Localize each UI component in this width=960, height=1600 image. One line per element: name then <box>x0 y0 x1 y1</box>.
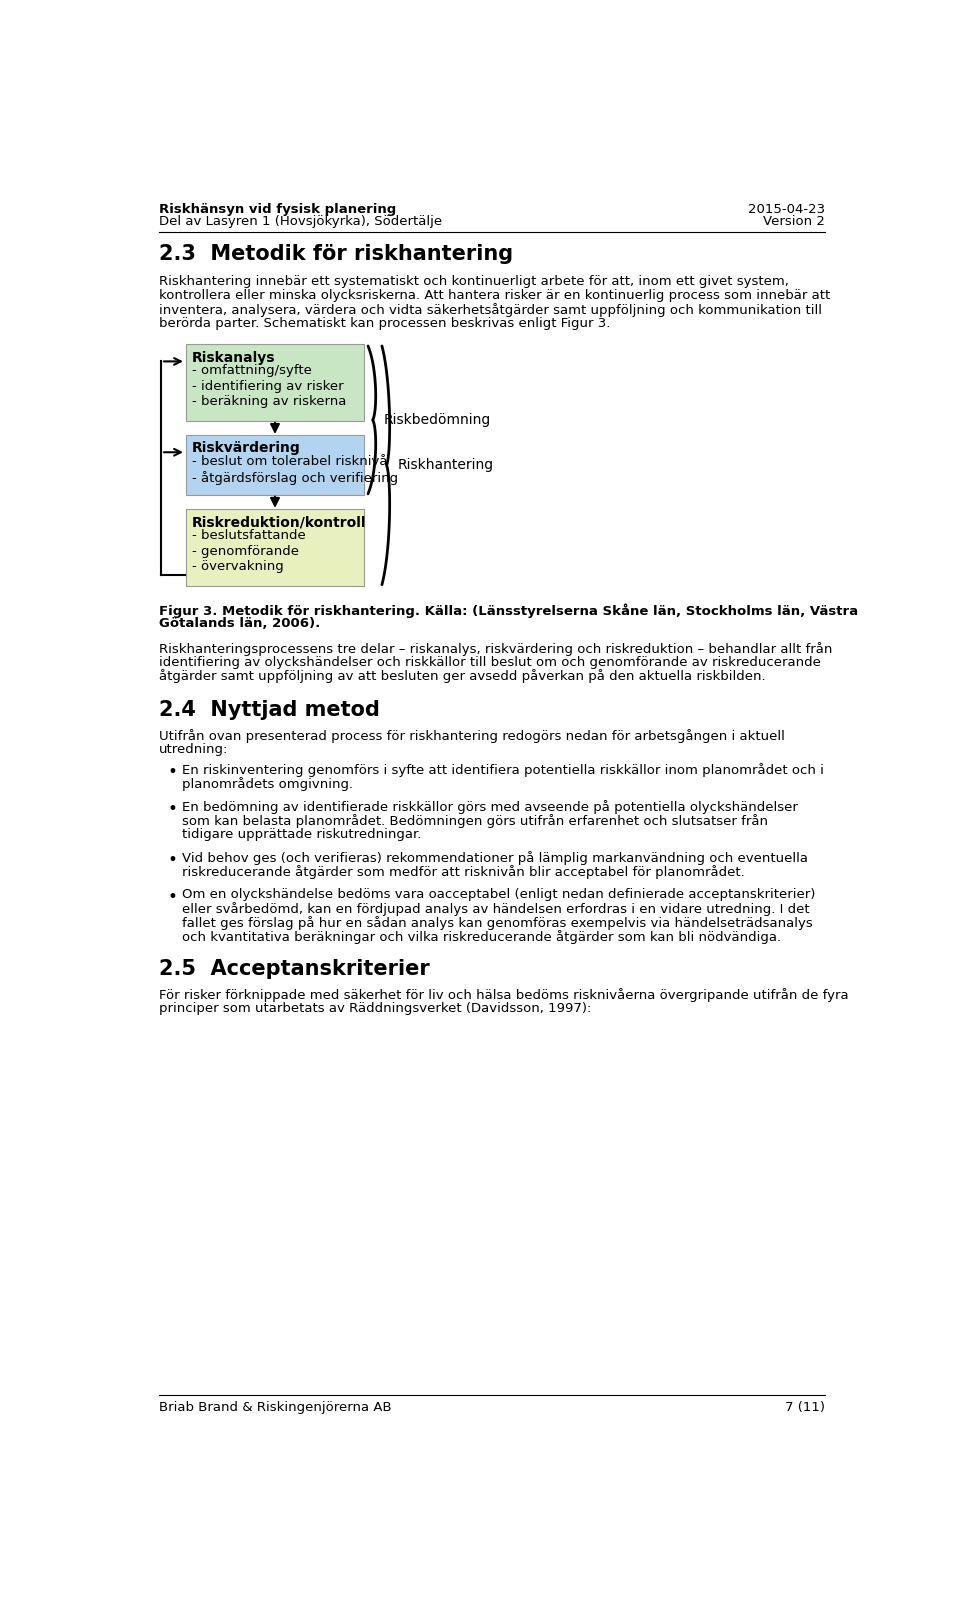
Text: - beslut om tolerabel risknivå: - beslut om tolerabel risknivå <box>192 456 388 469</box>
Text: Riskreduktion/kontroll: Riskreduktion/kontroll <box>192 515 367 530</box>
Text: Riskhanteringsprocessens tre delar – riskanalys, riskvärdering och riskreduktion: Riskhanteringsprocessens tre delar – ris… <box>158 642 832 656</box>
Text: kontrollera eller minska olycksriskerna. Att hantera risker är en kontinuerlig p: kontrollera eller minska olycksriskerna.… <box>158 290 830 302</box>
Text: Briab Brand & Riskingenjörerna AB: Briab Brand & Riskingenjörerna AB <box>158 1402 392 1414</box>
Text: och kvantitativa beräkningar och vilka riskreducerande åtgärder som kan bli nödv: och kvantitativa beräkningar och vilka r… <box>182 930 781 944</box>
Text: riskreducerande åtgärder som medför att risknivån blir acceptabel för planområde: riskreducerande åtgärder som medför att … <box>182 866 745 878</box>
Text: Riskbedömning: Riskbedömning <box>383 413 491 427</box>
Text: - åtgärdsförslag och verifiering: - åtgärdsförslag och verifiering <box>192 470 398 485</box>
Text: Vid behov ges (och verifieras) rekommendationer på lämplig markanvändning och ev: Vid behov ges (och verifieras) rekommend… <box>182 851 808 866</box>
Text: - övervakning: - övervakning <box>192 560 284 573</box>
Text: 2.5  Acceptanskriterier: 2.5 Acceptanskriterier <box>158 958 429 979</box>
Text: Riskanalys: Riskanalys <box>192 350 276 365</box>
FancyBboxPatch shape <box>186 509 364 586</box>
Text: principer som utarbetats av Räddningsverket (Davidsson, 1997):: principer som utarbetats av Räddningsver… <box>158 1002 591 1014</box>
Text: 2015-04-23: 2015-04-23 <box>748 203 826 216</box>
Text: Om en olyckshändelse bedöms vara oacceptabel (enligt nedan definierade acceptans: Om en olyckshändelse bedöms vara oaccept… <box>182 888 815 901</box>
Text: - beräkning av riskerna: - beräkning av riskerna <box>192 395 347 408</box>
Text: åtgärder samt uppföljning av att besluten ger avsedd påverkan på den aktuella ri: åtgärder samt uppföljning av att beslute… <box>158 669 765 683</box>
Text: •: • <box>168 800 178 818</box>
Text: Figur 3. Metodik för riskhantering. Källa: (Länsstyrelserna Skåne län, Stockholm: Figur 3. Metodik för riskhantering. Käll… <box>158 603 858 618</box>
Text: För risker förknippade med säkerhet för liv och hälsa bedöms risknivåerna övergr: För risker förknippade med säkerhet för … <box>158 989 849 1002</box>
Text: •: • <box>168 851 178 869</box>
Text: eller svårbedömd, kan en fördjupad analys av händelsen erfordras i en vidare utr: eller svårbedömd, kan en fördjupad analy… <box>182 902 809 915</box>
Text: - identifiering av risker: - identifiering av risker <box>192 379 344 394</box>
Text: - genomförande: - genomförande <box>192 544 300 558</box>
FancyBboxPatch shape <box>186 435 364 496</box>
Text: berörda parter. Schematiskt kan processen beskrivas enligt Figur 3.: berörda parter. Schematiskt kan processe… <box>158 317 611 330</box>
Text: utredning:: utredning: <box>158 744 228 757</box>
Text: identifiering av olyckshändelser och riskkällor till beslut om och genomförande : identifiering av olyckshändelser och ris… <box>158 656 821 669</box>
Text: 7 (11): 7 (11) <box>785 1402 826 1414</box>
Text: - omfattning/syfte: - omfattning/syfte <box>192 365 312 378</box>
Text: 2.3  Metodik för riskhantering: 2.3 Metodik för riskhantering <box>158 245 513 264</box>
Text: Utifrån ovan presenterad process för riskhantering redogörs nedan för arbetsgång: Utifrån ovan presenterad process för ris… <box>158 730 784 744</box>
Text: Del av Lasyren 1 (Hovsjökyrka), Södertälje: Del av Lasyren 1 (Hovsjökyrka), Södertäl… <box>158 214 442 229</box>
Text: Riskhantering: Riskhantering <box>397 458 493 472</box>
Text: 2.4  Nyttjad metod: 2.4 Nyttjad metod <box>158 701 379 720</box>
Text: •: • <box>168 763 178 781</box>
Text: Riskvärdering: Riskvärdering <box>192 442 300 456</box>
Text: planområdets omgivning.: planområdets omgivning. <box>182 778 353 790</box>
Text: tidigare upprättade riskutredningar.: tidigare upprättade riskutredningar. <box>182 829 421 842</box>
Text: fallet ges förslag på hur en sådan analys kan genomföras exempelvis via händelse: fallet ges förslag på hur en sådan analy… <box>182 915 813 930</box>
Text: En riskinventering genomförs i syfte att identifiera potentiella riskkällor inom: En riskinventering genomförs i syfte att… <box>182 763 824 778</box>
Text: Götalands län, 2006).: Götalands län, 2006). <box>158 618 320 630</box>
Text: - beslutsfattande: - beslutsfattande <box>192 530 306 542</box>
Text: •: • <box>168 888 178 906</box>
FancyBboxPatch shape <box>186 344 364 421</box>
Text: Version 2: Version 2 <box>763 214 826 229</box>
Text: Riskhänsyn vid fysisk planering: Riskhänsyn vid fysisk planering <box>158 203 396 216</box>
Text: inventera, analysera, värdera och vidta säkerhetsåtgärder samt uppföljning och k: inventera, analysera, värdera och vidta … <box>158 302 822 317</box>
Text: Riskhantering innebär ett systematiskt och kontinuerligt arbete för att, inom et: Riskhantering innebär ett systematiskt o… <box>158 275 788 288</box>
Text: som kan belasta planområdet. Bedömningen görs utifrån erfarenhet och slutsatser : som kan belasta planområdet. Bedömningen… <box>182 814 768 829</box>
Text: En bedömning av identifierade riskkällor görs med avseende på potentiella olycks: En bedömning av identifierade riskkällor… <box>182 800 798 814</box>
